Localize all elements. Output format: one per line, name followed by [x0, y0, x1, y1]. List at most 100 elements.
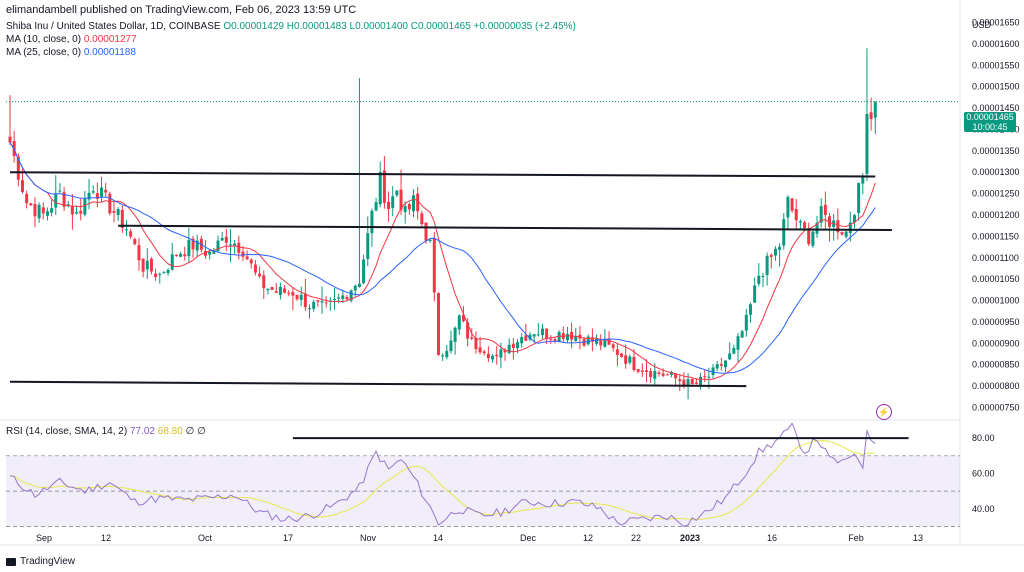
price-tick-label: 0.00001550 — [972, 60, 1020, 70]
candle-body — [8, 136, 12, 143]
candle-body — [615, 349, 619, 355]
candle-body — [674, 373, 678, 379]
price-tick-label: 0.00001600 — [972, 39, 1020, 49]
candle-body — [815, 222, 819, 234]
candle-body — [719, 363, 723, 366]
candle-body — [661, 373, 665, 376]
time-tick-label: Oct — [198, 533, 213, 543]
candle-body — [120, 209, 124, 228]
candle-body — [528, 334, 532, 340]
candle-body — [545, 328, 549, 339]
footer-label: TradingView — [20, 556, 76, 567]
candle-body — [482, 351, 486, 354]
candle-body — [332, 298, 336, 300]
candle-body — [711, 367, 715, 375]
candle-body — [844, 231, 848, 237]
candle-body — [649, 370, 653, 377]
last-price: 0.00001465 — [966, 112, 1014, 122]
candle-body — [278, 286, 282, 295]
candle-body — [840, 232, 844, 235]
price-trendline — [118, 224, 892, 231]
price-tick-label: 0.00001450 — [972, 103, 1020, 113]
ohlc-values: O0.00001429 H0.00001483 L0.00001400 C0.0… — [223, 21, 576, 32]
candle-body — [786, 196, 790, 218]
time-tick-label: Dec — [520, 533, 537, 543]
price-tick-label: 0.00001050 — [972, 274, 1020, 284]
candle-body — [565, 333, 569, 341]
price-tick-label: 0.00001200 — [972, 210, 1020, 220]
candle-body — [803, 222, 807, 229]
candle-body — [54, 193, 58, 208]
ma25-value: 0.00001188 — [83, 47, 136, 58]
candle-body — [87, 192, 91, 200]
candle-body — [170, 254, 174, 270]
candle-body — [532, 334, 536, 337]
candle-body — [233, 243, 237, 246]
candle-body — [769, 255, 773, 257]
candle-body — [620, 353, 624, 357]
candle-body — [228, 244, 232, 246]
candle-body — [715, 364, 719, 369]
candle-body — [345, 296, 349, 300]
candle-body — [599, 340, 603, 346]
candle-body — [861, 176, 865, 184]
candle-body — [166, 269, 170, 274]
candle-body — [794, 208, 798, 221]
candle-body — [690, 378, 694, 385]
candle-body — [104, 189, 108, 193]
candle-body — [45, 211, 49, 216]
candle-body — [395, 190, 399, 196]
candle-body — [407, 204, 411, 210]
price-tick-label: 0.00001250 — [972, 189, 1020, 199]
time-tick-label: Feb — [848, 533, 864, 543]
candle-body — [382, 170, 386, 203]
candle-body — [378, 172, 382, 205]
candle-body — [183, 254, 187, 257]
price-tick-label: 0.00000750 — [972, 402, 1020, 412]
price-tick-label: 0.00000800 — [972, 381, 1020, 391]
candle-body — [798, 221, 802, 223]
candle-body — [828, 216, 832, 227]
candle-body — [75, 211, 79, 214]
lightning-icon[interactable]: ⚡ — [876, 404, 892, 420]
candle-body — [295, 294, 299, 300]
rsi-legend: RSI (14, close, SMA, 14, 2) 77.02 68.80 … — [6, 426, 206, 437]
footer-brand: TradingView — [6, 556, 75, 567]
candle-body — [590, 337, 594, 342]
candle-body — [324, 302, 328, 304]
ma25-label: MA (25, close, 0) — [6, 47, 82, 58]
candle-body — [694, 382, 698, 384]
candle-body — [628, 356, 632, 363]
candle-body — [857, 182, 861, 213]
candle-body — [133, 239, 137, 245]
candle-body — [470, 337, 474, 339]
candle-body — [299, 294, 303, 300]
candle-body — [540, 328, 544, 336]
candle-body — [707, 376, 711, 378]
candle-body — [129, 231, 133, 237]
ma25-line — [9, 142, 876, 374]
candle-body — [503, 349, 507, 353]
candle-body — [740, 331, 744, 338]
candle-body — [366, 233, 370, 260]
candle-body — [807, 228, 811, 245]
candle-body — [778, 246, 782, 250]
candle-body — [790, 198, 794, 211]
price-trendline — [9, 380, 747, 388]
time-tick-label: Sep — [36, 533, 52, 543]
candle-body — [507, 344, 511, 354]
candle-body — [699, 376, 703, 386]
candle-body — [744, 314, 748, 331]
candle-body — [370, 210, 374, 234]
tradingview-logo-icon — [6, 557, 16, 566]
time-tick-label: Nov — [360, 533, 377, 543]
rsi-tick-label: 40.00 — [972, 504, 995, 514]
candle-body — [466, 322, 470, 339]
candle-body — [95, 193, 99, 199]
rsi-ma-value: 68.80 — [157, 426, 183, 437]
candle-body — [865, 113, 869, 174]
candle-body — [287, 292, 291, 294]
candle-body — [224, 236, 228, 243]
candle-body — [657, 372, 661, 374]
candle-body — [644, 370, 648, 372]
